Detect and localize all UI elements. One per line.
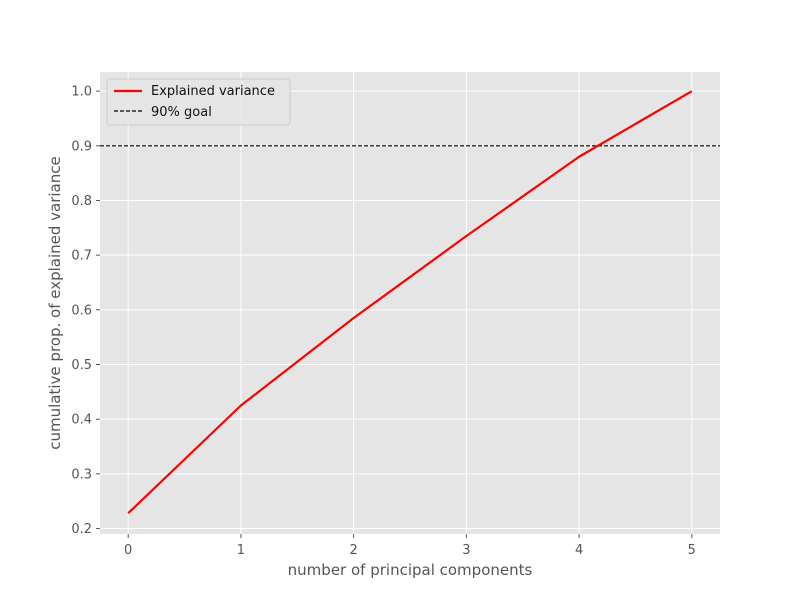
- x-tick-label: 5: [688, 543, 696, 558]
- y-tick-label: 0.7: [71, 249, 92, 264]
- legend-label-explained-variance: Explained variance: [151, 84, 275, 99]
- x-gridlines: [127, 72, 693, 534]
- series-layer: [127, 90, 693, 515]
- y-tick-label: 0.6: [71, 303, 92, 318]
- plot-background: [100, 72, 720, 534]
- x-tick-label: 3: [462, 543, 470, 558]
- y-tick-label: 0.9: [71, 139, 92, 154]
- y-axis-ticks: 0.2 0.3 0.4 0.5 0.6 0.7 0.8 0.9 1.0: [71, 85, 100, 537]
- x-tick-label: 1: [237, 543, 245, 558]
- y-tick-label: 0.3: [71, 467, 92, 482]
- legend-box: [106, 78, 291, 126]
- series-line-explained-variance: [127, 90, 693, 515]
- y-tick-label: 0.8: [71, 194, 92, 209]
- y-tick-label: 0.5: [71, 358, 92, 373]
- y-tick-label: 0.4: [71, 413, 92, 428]
- legend-label-90-goal: 90% goal: [151, 105, 212, 120]
- x-tick-label: 0: [124, 543, 132, 558]
- x-tick-label: 4: [575, 543, 583, 558]
- x-axis-label: number of principal components: [288, 561, 533, 579]
- x-tick-label: 2: [349, 543, 357, 558]
- y-tick-label: 0.2: [71, 522, 92, 537]
- legend: Explained variance 90% goal: [106, 78, 291, 126]
- x-axis-ticks: 0 1 2 3 4 5: [124, 534, 696, 558]
- y-axis-label: cumulative prop. of explained variance: [46, 156, 64, 449]
- y-tick-label: 1.0: [71, 85, 92, 100]
